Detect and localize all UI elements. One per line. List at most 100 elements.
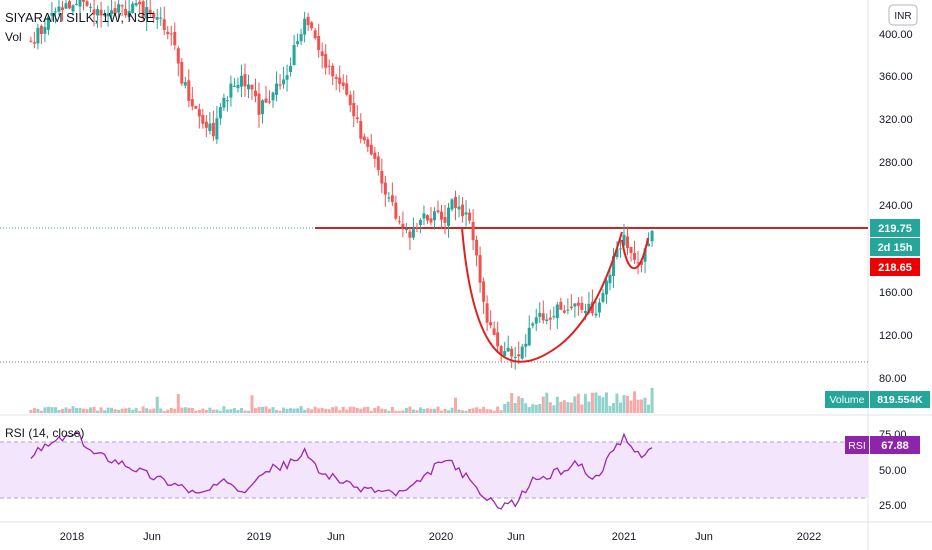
candle-body (650, 230, 654, 242)
candle-body (594, 313, 598, 316)
candle-body (246, 84, 250, 90)
volume-bar (520, 398, 524, 413)
volume-bar (576, 393, 580, 413)
volume-badge: Volume 819.554K (825, 391, 930, 408)
candle-body (464, 212, 468, 215)
volume-bar (180, 407, 184, 413)
candle-body (362, 136, 366, 141)
volume-bar (43, 407, 47, 413)
candle-body (489, 322, 493, 326)
candle-body (604, 280, 608, 295)
volume-bar (71, 406, 75, 413)
volume-bar (566, 402, 570, 413)
candle-body (443, 217, 447, 223)
volume-bar (310, 409, 314, 413)
volume-bar (338, 410, 342, 413)
candle-body (57, 6, 61, 12)
candle-body (75, 3, 78, 5)
volume-bar (559, 401, 563, 413)
volume-bar (524, 403, 528, 413)
handle-arc[interactable] (621, 237, 649, 270)
candle-body (478, 255, 482, 283)
volume-bar (615, 393, 619, 413)
cup-arc[interactable] (461, 227, 623, 363)
volume-bar (57, 409, 61, 413)
volume-bar (85, 409, 89, 413)
volume-bar (317, 408, 321, 413)
volume-bar (629, 400, 633, 413)
candle-body (166, 31, 170, 35)
candle-body (134, 3, 138, 6)
rsi-badge-label: RSI (848, 440, 866, 452)
candle-body (622, 234, 626, 246)
candle-body (338, 77, 342, 85)
price-axis[interactable]: 400.00 360.00 320.00 280.00 240.00 160.0… (879, 29, 913, 385)
volume-bar (499, 410, 503, 413)
volume-bar (64, 407, 68, 413)
volume-bar (138, 410, 142, 413)
candle-body (538, 312, 542, 317)
volume-bar (626, 395, 630, 413)
volume-bar (457, 409, 461, 413)
volume-bar (190, 407, 194, 413)
candle-body (232, 85, 236, 87)
candle-body (633, 253, 637, 260)
volume-bar (169, 407, 173, 413)
candle-body (383, 182, 387, 195)
candle-body (373, 152, 377, 159)
volume-bar (197, 410, 201, 413)
candle-body (517, 354, 521, 357)
candle-body (562, 310, 566, 313)
volume-bar (597, 395, 601, 413)
candle-body (348, 94, 352, 106)
rsi-tick: 25.00 (879, 500, 907, 512)
volume-bar (215, 409, 219, 413)
currency-button[interactable]: INR (888, 4, 918, 26)
candle-body (313, 30, 317, 39)
symbol-legend[interactable]: SIYARAM SILK, 1W, NSE (5, 10, 155, 25)
rsi-legend[interactable]: RSI (14, close) (5, 426, 84, 440)
volume-bar (359, 408, 363, 413)
candle-body (436, 210, 440, 213)
candle-body (583, 310, 587, 314)
volume-bar (82, 408, 86, 413)
volume-bar (429, 408, 433, 413)
candle-body (580, 302, 584, 310)
candle-body (408, 231, 412, 238)
volume-bar (408, 406, 412, 413)
volume-bar (534, 404, 538, 413)
candle-body (636, 262, 640, 264)
time-axis[interactable]: 2018 Jun 2019 Jun 2020 Jun 2021 Jun 2022 (60, 531, 821, 543)
rsi-badge-value: 67.88 (881, 440, 909, 452)
volume-bars (29, 387, 654, 413)
candle-body (626, 236, 630, 249)
candle-body (573, 303, 577, 307)
volume-legend[interactable]: Vol (5, 30, 22, 44)
candle-body (601, 293, 605, 302)
candle-body (545, 319, 549, 321)
volume-bar (643, 397, 647, 413)
volume-bar (618, 402, 622, 413)
candle-body (306, 16, 310, 26)
volume-bar (306, 408, 310, 413)
candle-body (590, 301, 594, 314)
volume-bar (545, 392, 549, 413)
candle-body (317, 35, 321, 50)
candle-body (390, 195, 394, 203)
volume-bar (468, 408, 472, 413)
candle-body (647, 243, 651, 246)
candle-body (376, 156, 380, 171)
volume-bar (331, 407, 335, 413)
candle-body (236, 84, 240, 89)
volume-bar (496, 406, 500, 413)
volume-bar (222, 406, 226, 413)
candle-body (141, 1, 145, 18)
volume-bar (120, 408, 124, 413)
candle-body (611, 255, 615, 276)
candle-body (527, 327, 531, 346)
volume-bar (450, 407, 454, 413)
price-tick: 360.00 (879, 71, 913, 83)
candle-body (239, 75, 243, 87)
candle-body (510, 348, 514, 357)
